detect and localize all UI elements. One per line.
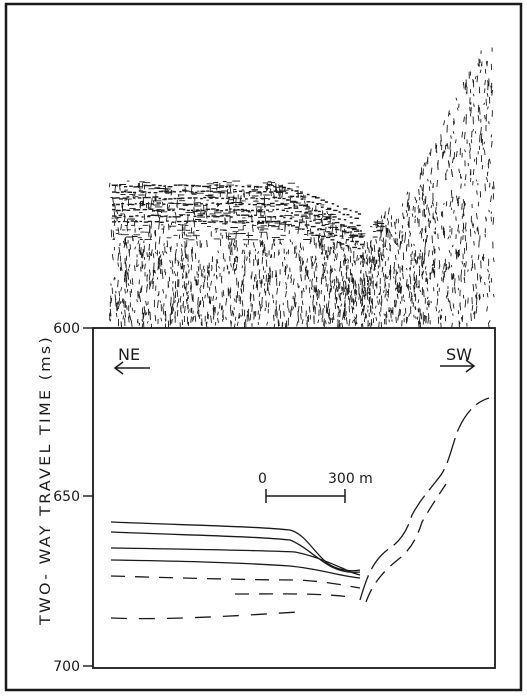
y-tick-label-700: 700 bbox=[53, 659, 80, 675]
direction-label-sw: SW bbox=[446, 345, 472, 364]
y-tick-label-600: 600 bbox=[53, 321, 80, 337]
reflector-dashed-1 bbox=[110, 575, 361, 589]
basement-surface bbox=[359, 397, 490, 601]
reflector-1 bbox=[110, 521, 361, 572]
figure-frame bbox=[4, 2, 523, 692]
seismic-band bbox=[112, 220, 361, 250]
reflector-4 bbox=[110, 559, 361, 579]
reflector-3 bbox=[110, 547, 361, 576]
seismic-section-image bbox=[108, 47, 495, 332]
scale-bar bbox=[265, 489, 346, 503]
interpretation-panel bbox=[92, 327, 496, 669]
seismic-band bbox=[112, 208, 364, 238]
reflector-2 bbox=[110, 531, 361, 573]
arrow-right-icon bbox=[440, 359, 476, 373]
y-axis bbox=[83, 327, 93, 667]
seismic-band bbox=[112, 196, 361, 227]
reflector-dashed-2 bbox=[234, 593, 351, 598]
seismic-band bbox=[112, 202, 362, 232]
seismic-traces bbox=[108, 47, 495, 332]
seismic-band bbox=[112, 184, 362, 215]
y-tick-label-650: 650 bbox=[53, 489, 80, 505]
direction-label-ne: NE bbox=[118, 345, 140, 364]
seismic-band bbox=[112, 214, 365, 246]
scale-bar-end-label: 300 m bbox=[328, 471, 373, 487]
arrow-left-icon bbox=[113, 361, 150, 375]
scale-bar-start-label: 0 bbox=[258, 471, 267, 487]
reflector-lines bbox=[110, 397, 490, 620]
basement-inner bbox=[365, 483, 447, 603]
y-axis-label: TWO- WAY TRAVEL TIME (ms) bbox=[38, 335, 54, 626]
seismic-band bbox=[112, 190, 359, 219]
